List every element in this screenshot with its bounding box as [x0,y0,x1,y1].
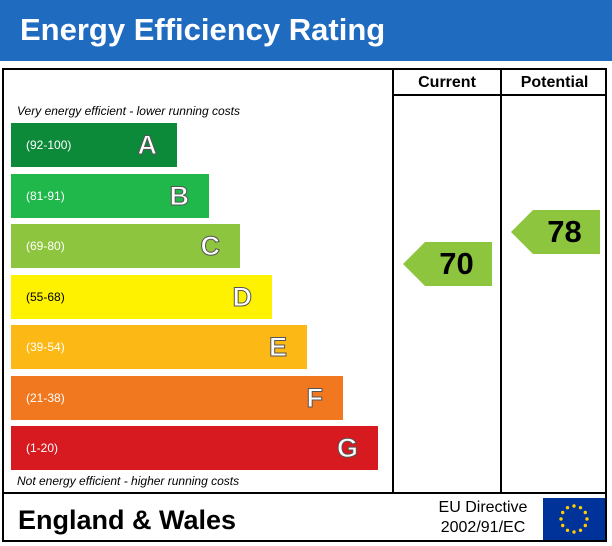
eu-star [565,506,570,510]
header-row-line [392,94,607,96]
eu-star [559,517,563,521]
eu-star [583,523,587,528]
eu-star [572,504,576,508]
current-rating-arrow-value: 70 [439,246,474,281]
divider-current [392,68,394,493]
band-letter-c: C [200,231,220,262]
divider-potential [500,68,502,493]
directive-line-1: EU Directive [438,499,528,516]
band-range-b: (81-91) [26,189,65,203]
footer-line [2,492,607,494]
band-a: (92-100) A [11,123,177,167]
chart-title: Energy Efficiency Rating [20,12,386,47]
note-very-efficient: Very energy efficient - lower running co… [17,104,240,118]
band-b: (81-91) B [11,174,209,218]
band-d: (55-68) D [11,275,272,319]
eu-star [572,530,576,534]
band-letter-b: B [169,181,189,212]
eu-star [578,506,583,510]
column-header-potential: Potential [520,74,589,91]
eu-star [578,528,583,532]
eu-directive: EU Directive 2002/91/EC [428,498,538,538]
note-not-efficient: Not energy efficient - higher running co… [17,474,240,488]
band-range-g: (1-20) [26,441,59,455]
eu-flag-icon [543,498,605,540]
header-banner: Energy Efficiency Rating [0,0,612,61]
chart-frame [2,68,607,542]
band-letter-f: F [306,383,323,414]
eu-star [583,510,587,515]
eu-star [565,528,570,532]
band-c: (69-80) C [11,224,240,268]
column-header-current: Current [418,74,476,91]
band-range-c: (69-80) [26,239,65,253]
eu-star [585,517,589,521]
eu-star [561,523,565,528]
band-letter-d: D [232,282,252,313]
band-range-f: (21-38) [26,391,65,405]
footer-region: England & Wales [18,505,237,535]
band-g: (1-20) G [11,426,378,470]
band-letter-e: E [268,332,287,363]
band-e: (39-54) E [11,325,307,369]
band-range-d: (55-68) [26,290,65,304]
directive-line-2: 2002/91/EC [440,519,526,536]
current-rating-arrow: 70 [403,242,492,286]
band-range-a: (92-100) [26,138,72,152]
potential-rating-arrow: 78 [511,210,600,254]
band-letter-g: G [336,433,358,464]
eu-star [561,510,565,515]
potential-rating-arrow-value: 78 [547,214,582,249]
band-range-e: (39-54) [26,340,65,354]
band-f: (21-38) F [11,376,343,420]
band-letter-a: A [137,130,157,161]
